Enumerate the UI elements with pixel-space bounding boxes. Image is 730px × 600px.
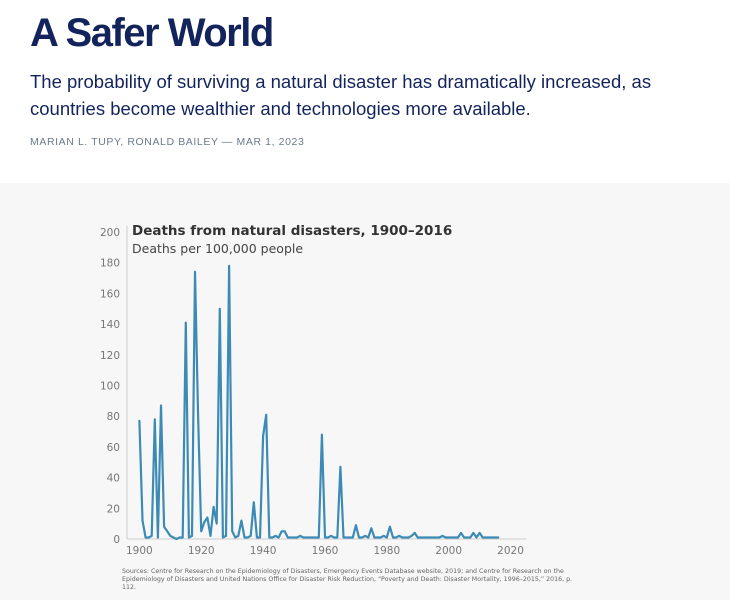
x-tick-label: 1980	[373, 545, 400, 557]
y-tick-label: 200	[100, 227, 120, 239]
article-byline: MARIAN L. TUPY, RONALD BAILEY — MAR 1, 2…	[30, 136, 305, 148]
x-tick-label: 1920	[188, 545, 215, 557]
chart-sources: Sources: Centre for Research on the Epid…	[122, 568, 573, 591]
y-tick-label: 0	[113, 534, 120, 546]
x-tick-label: 1940	[250, 545, 277, 557]
y-tick-label: 100	[100, 381, 120, 393]
y-tick-label: 180	[100, 258, 120, 270]
y-tick-label: 40	[107, 473, 120, 485]
y-tick-label: 160	[100, 288, 120, 300]
x-tick-label: 1900	[126, 545, 153, 557]
x-tick-label: 2020	[497, 545, 524, 557]
y-tick-label: 20	[107, 503, 120, 515]
series-line	[138, 264, 500, 541]
y-tick-label: 60	[107, 442, 120, 454]
x-tick-label: 1960	[312, 545, 339, 557]
y-tick-label: 80	[107, 411, 120, 423]
y-tick-label: 140	[100, 319, 120, 331]
article-subtitle: The probability of surviving a natural d…	[30, 71, 652, 119]
chart-title: Deaths from natural disasters, 1900–2016	[132, 223, 452, 239]
chart-figure	[0, 183, 730, 600]
article-title: A Safer World	[30, 11, 274, 55]
chart-subtitle: Deaths per 100,000 people	[132, 241, 303, 256]
y-tick-label: 120	[100, 350, 120, 362]
x-tick-label: 2000	[435, 545, 462, 557]
